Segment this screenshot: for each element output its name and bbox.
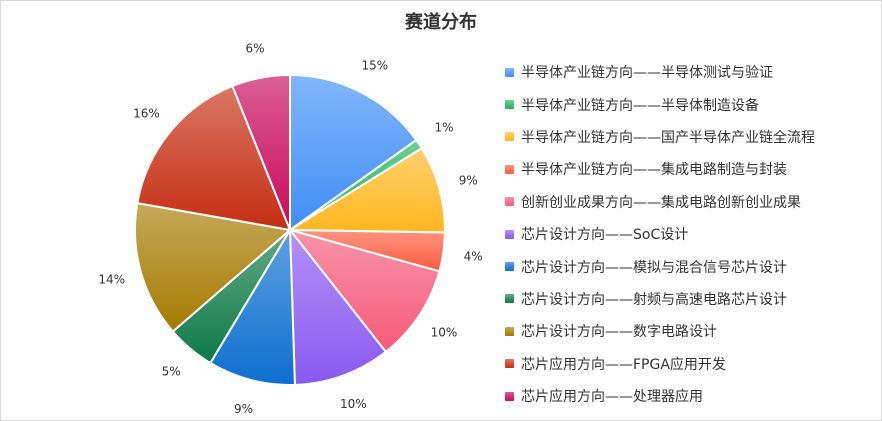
slice-label: 15% [361,59,388,73]
pie-slice[interactable] [134,201,293,333]
slice-label: 6% [245,41,264,55]
legend-label: 半导体产业链方向——半导体制造设备 [521,97,759,114]
legend-swatch [505,132,514,142]
legend-item[interactable]: 芯片设计方向——射频与高速电路芯片设计 [505,283,815,315]
chart-title: 赛道分布 [405,12,477,33]
legend-item[interactable]: 半导体产业链方向——集成电路制造与封装 [505,153,815,185]
legend-label: 芯片应用方向——FPGA应用开发 [521,356,726,373]
slice-label: 4% [464,249,483,263]
slice-label: 10% [431,326,458,340]
legend-swatch [505,67,514,77]
legend-swatch [505,164,514,174]
legend-swatch [505,359,514,369]
slice-label: 14% [98,272,125,286]
legend-label: 芯片应用方向——处理器应用 [521,389,703,406]
slice-label: 16% [133,106,160,120]
pie-slice[interactable] [289,73,418,232]
chart-legend: 半导体产业链方向——半导体测试与验证 半导体产业链方向——半导体制造设备半导体产业… [505,56,815,412]
legend-swatch [505,262,514,272]
legend-swatch [505,294,514,304]
legend-swatch [505,197,514,207]
legend-item[interactable]: 芯片设计方向——SoC设计 [505,218,815,250]
pie-slice[interactable] [288,226,388,386]
legend-item[interactable]: 芯片设计方向——数字电路设计 [505,315,815,347]
slice-label: 5% [162,365,181,379]
slice-label: 1% [434,121,453,135]
legend-item[interactable]: 创新创业成果方向——集成电路创新创业成果 [505,186,815,218]
legend-label: 半导体产业链方向——集成电路制造与封装 [521,162,787,179]
slice-label: 9% [234,402,253,416]
legend-item[interactable]: 芯片设计方向——模拟与混合信号芯片设计 [505,250,815,282]
legend-item[interactable]: 半导体产业链方向——半导体制造设备 [505,88,815,120]
legend-swatch [505,100,514,110]
pie-slice[interactable] [136,84,292,232]
legend-item[interactable]: 芯片应用方向——FPGA应用开发 [505,348,815,380]
legend-label: 芯片设计方向——数字电路设计 [521,324,717,341]
legend-item[interactable]: 半导体产业链方向——半导体测试与验证 [505,56,815,88]
pie-slice[interactable] [209,226,296,386]
slice-label: 9% [459,174,478,188]
legend-label: 半导体产业链方向——半导体测试与验证 [521,65,773,82]
pie-slice[interactable] [287,228,441,354]
legend-label: 芯片设计方向——SoC设计 [521,227,689,244]
legend-swatch [505,326,514,336]
legend-item[interactable]: 芯片应用方向——处理器应用 [505,380,815,412]
slice-label: 10% [340,397,367,411]
legend-swatch [505,391,514,401]
pie-slice[interactable] [231,73,291,231]
legend-item[interactable]: 半导体产业链方向——国产半导体产业链全流程 [505,121,815,153]
legend-label: 创新创业成果方向——集成电路创新创业成果 [521,194,801,211]
legend-label: 芯片设计方向——模拟与混合信号芯片设计 [521,259,787,276]
legend-label: 芯片设计方向——射频与高速电路芯片设计 [521,291,787,308]
pie-slice[interactable] [286,146,446,234]
legend-swatch [505,229,514,239]
legend-label: 半导体产业链方向——国产半导体产业链全流程 [521,129,815,146]
